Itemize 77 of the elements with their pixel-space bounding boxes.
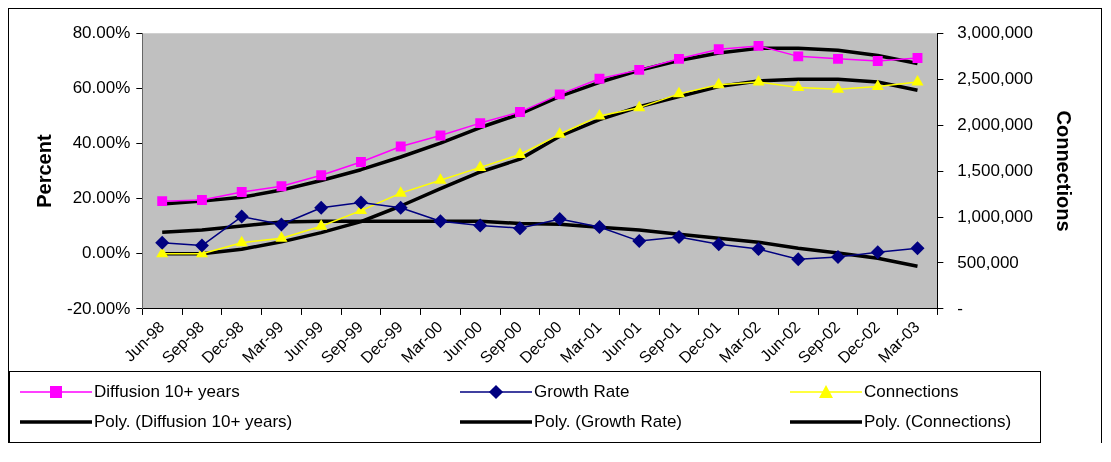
point bbox=[752, 74, 765, 86]
point bbox=[353, 195, 368, 210]
point bbox=[910, 241, 925, 256]
point bbox=[315, 219, 328, 230]
point bbox=[235, 235, 248, 247]
y-tick-label: 60.00% bbox=[72, 78, 131, 98]
point bbox=[155, 235, 170, 250]
y-tick-label: -20.00% bbox=[66, 298, 131, 318]
y2-tick-label: 3,000,000 bbox=[957, 22, 1034, 42]
point bbox=[593, 108, 606, 120]
y2-axis-title: Connections bbox=[1053, 110, 1076, 232]
point bbox=[753, 40, 764, 51]
legend-label: Diffusion 10+ years bbox=[94, 382, 240, 402]
y2-tick-label: 2,000,000 bbox=[957, 114, 1034, 134]
point bbox=[274, 217, 289, 232]
point bbox=[633, 100, 646, 112]
point bbox=[911, 74, 924, 86]
point bbox=[672, 86, 686, 98]
y-tick-label: 20.00% bbox=[72, 188, 131, 208]
point bbox=[194, 238, 209, 253]
legend-label: Poly. (Diffusion 10+ years) bbox=[94, 412, 293, 432]
legend-label: Growth Rate bbox=[534, 382, 630, 402]
point bbox=[157, 196, 168, 207]
point bbox=[712, 77, 725, 89]
point bbox=[276, 181, 287, 192]
point bbox=[671, 229, 686, 244]
point bbox=[872, 56, 883, 66]
legend-label: Poly. (Connections) bbox=[864, 412, 1012, 432]
y2-tick-label: - bbox=[957, 298, 964, 318]
point bbox=[792, 80, 805, 91]
point bbox=[592, 220, 607, 235]
point bbox=[713, 44, 724, 55]
y2-tick-label: 2,500,000 bbox=[957, 68, 1034, 88]
y-tick-label: 0.00% bbox=[82, 243, 131, 263]
point bbox=[833, 53, 843, 64]
point bbox=[236, 187, 247, 197]
y-axis-title: Percent bbox=[32, 134, 55, 208]
y2-tick-label: 1,500,000 bbox=[957, 160, 1034, 180]
y2-tick-label: 1,000,000 bbox=[957, 206, 1034, 226]
y-tick-label: 40.00% bbox=[72, 133, 131, 153]
point bbox=[434, 173, 447, 184]
point bbox=[475, 118, 486, 129]
legend-label: Connections bbox=[864, 382, 959, 402]
legend-label: Poly. (Growth Rate) bbox=[534, 412, 683, 432]
point bbox=[634, 64, 645, 75]
point bbox=[594, 73, 605, 84]
point bbox=[793, 51, 804, 62]
point bbox=[275, 231, 288, 242]
point bbox=[473, 218, 488, 233]
point bbox=[515, 107, 525, 118]
point bbox=[553, 127, 566, 138]
point bbox=[393, 200, 408, 215]
point bbox=[554, 89, 565, 100]
point bbox=[871, 79, 884, 91]
point bbox=[197, 195, 207, 205]
point bbox=[513, 147, 527, 159]
point bbox=[234, 209, 249, 224]
y-tick-label: 80.00% bbox=[72, 22, 131, 42]
point bbox=[552, 212, 567, 227]
point bbox=[356, 157, 366, 167]
point bbox=[394, 186, 407, 197]
point bbox=[632, 234, 647, 249]
point bbox=[912, 53, 923, 63]
y2-tick-label: 500,000 bbox=[957, 252, 1019, 272]
point bbox=[751, 242, 766, 257]
point bbox=[512, 221, 527, 236]
point bbox=[791, 252, 806, 267]
point bbox=[674, 53, 684, 64]
point bbox=[474, 160, 487, 171]
point bbox=[831, 82, 845, 93]
point bbox=[433, 214, 448, 229]
point bbox=[316, 170, 327, 181]
point bbox=[830, 250, 845, 265]
point bbox=[395, 141, 406, 152]
point bbox=[314, 200, 329, 215]
point bbox=[870, 245, 885, 260]
point bbox=[711, 237, 726, 252]
